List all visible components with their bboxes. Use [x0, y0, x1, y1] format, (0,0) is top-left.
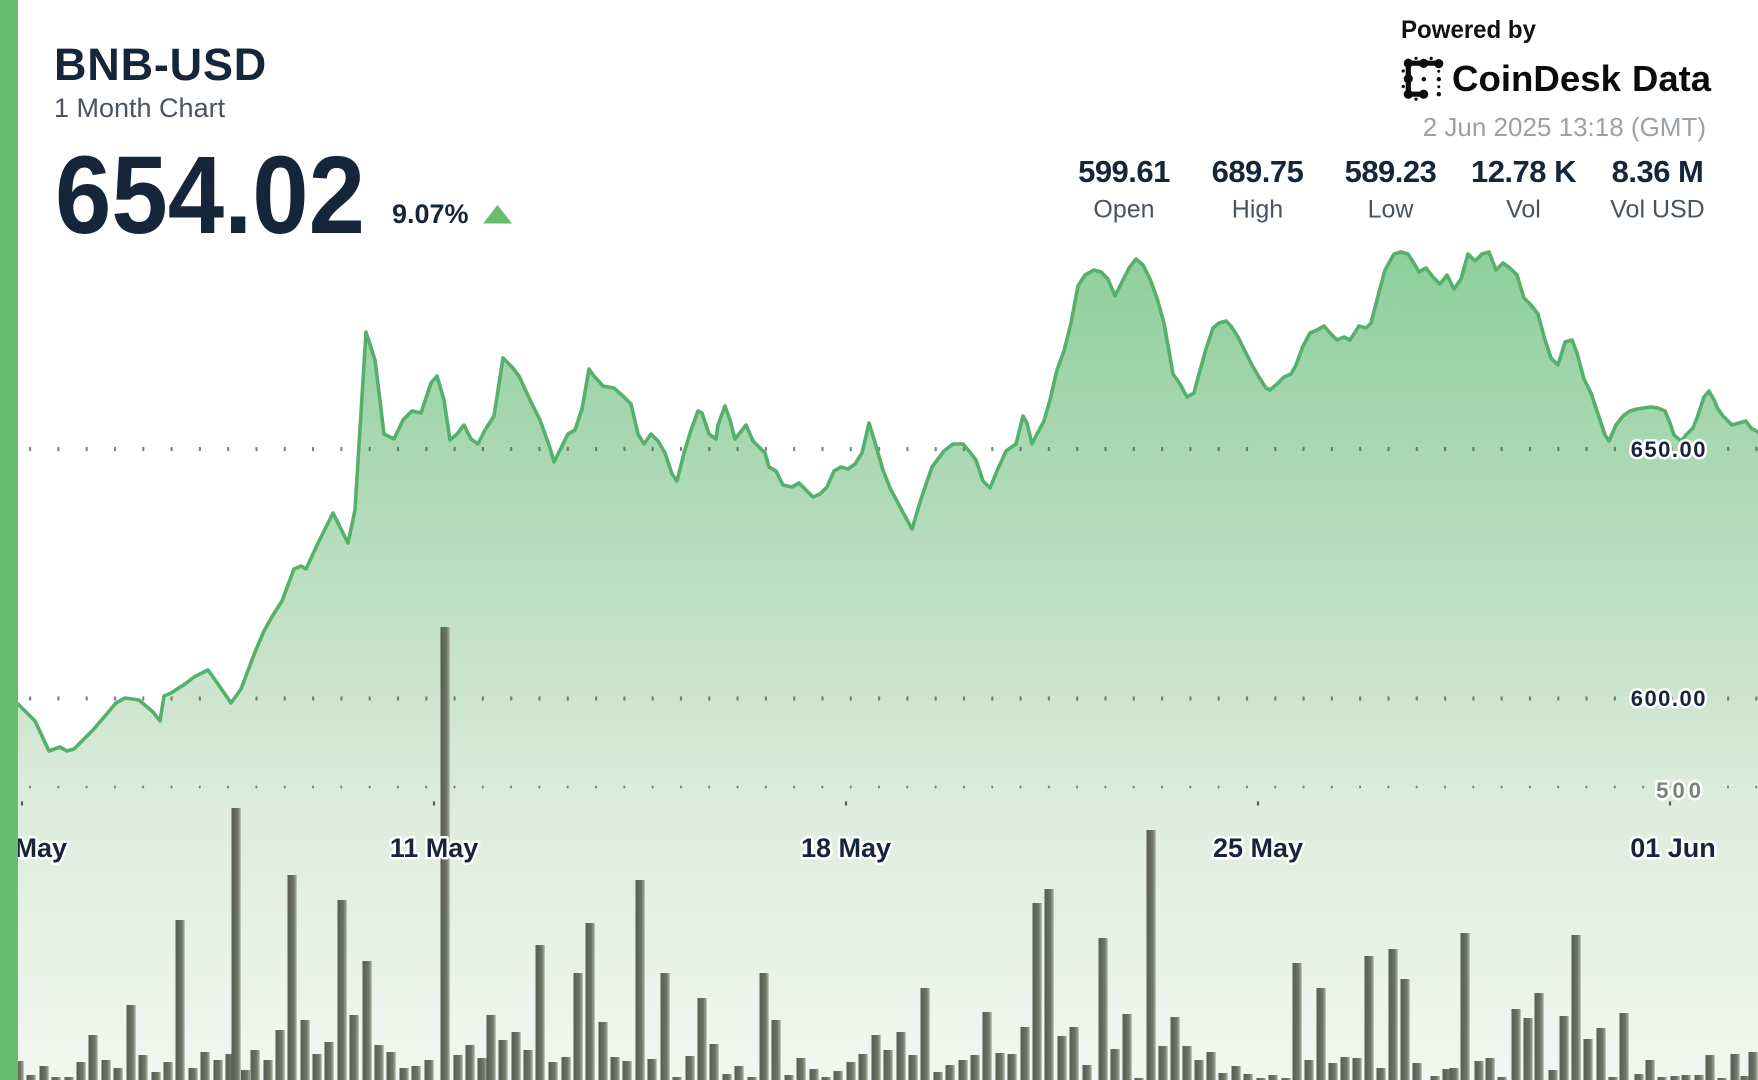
svg-text:Low: Low	[1368, 196, 1415, 224]
svg-text:600.00: 600.00	[1631, 686, 1707, 711]
svg-text:Open: Open	[1093, 196, 1154, 224]
svg-text:500: 500	[1656, 778, 1705, 803]
svg-text:Vol: Vol	[1506, 196, 1541, 224]
svg-text:11 May: 11 May	[390, 833, 479, 863]
svg-text:Data: Data	[1632, 58, 1712, 99]
svg-text:25 May: 25 May	[1213, 833, 1303, 863]
svg-text:2 Jun 2025 13:18 (GMT): 2 Jun 2025 13:18 (GMT)	[1423, 112, 1706, 142]
svg-text:589.23: 589.23	[1345, 154, 1437, 189]
svg-text:01 Jun: 01 Jun	[1630, 833, 1716, 863]
svg-text:599.61: 599.61	[1078, 154, 1170, 189]
svg-text:654.02: 654.02	[55, 134, 365, 257]
svg-text:Vol USD: Vol USD	[1610, 196, 1704, 224]
svg-text:Powered by: Powered by	[1401, 16, 1536, 44]
svg-text:BNB-USD: BNB-USD	[54, 39, 267, 90]
svg-text:CoinDesk: CoinDesk	[1452, 58, 1622, 99]
svg-text:8.36 M: 8.36 M	[1612, 154, 1704, 189]
svg-text:1 Month Chart: 1 Month Chart	[54, 93, 226, 123]
svg-text:689.75: 689.75	[1212, 154, 1304, 189]
svg-text:18 May: 18 May	[801, 833, 891, 863]
svg-text:9.07%: 9.07%	[392, 199, 469, 229]
svg-text:650.00: 650.00	[1631, 437, 1707, 462]
svg-text:12.78 K: 12.78 K	[1471, 154, 1577, 189]
svg-text:High: High	[1232, 196, 1283, 224]
